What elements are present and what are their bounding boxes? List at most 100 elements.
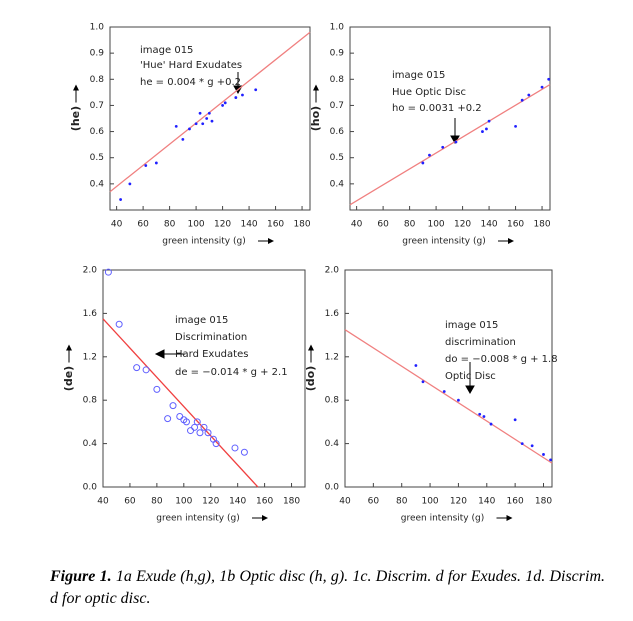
point bbox=[115, 320, 123, 328]
point bbox=[188, 127, 191, 131]
point bbox=[204, 429, 212, 437]
point bbox=[221, 104, 224, 107]
point bbox=[489, 422, 493, 426]
x-tick-label: 140 bbox=[480, 220, 497, 230]
x-tick-label: 100 bbox=[187, 220, 204, 230]
y-label-arrow-head bbox=[313, 84, 319, 91]
x-tick-label: 160 bbox=[507, 220, 524, 230]
point bbox=[210, 119, 214, 123]
x-tick-label: 160 bbox=[256, 497, 273, 507]
y-axis-label: (do) bbox=[304, 366, 317, 392]
y-tick-label: 0.8 bbox=[83, 396, 98, 406]
point bbox=[530, 444, 534, 448]
point bbox=[520, 98, 524, 102]
x-tick-label: 60 bbox=[368, 497, 380, 507]
x-tick-label: 140 bbox=[478, 497, 495, 507]
point bbox=[223, 101, 227, 105]
plot-frame bbox=[109, 26, 311, 211]
x-tick-label: 60 bbox=[137, 220, 149, 230]
point bbox=[542, 453, 545, 456]
y-tick-label: 0.0 bbox=[325, 483, 340, 493]
y-tick-label: 0.6 bbox=[330, 127, 345, 137]
y-tick-label: 1.0 bbox=[330, 23, 345, 33]
caption-text: 1a Exude (h,g), 1b Optic disc (h, g). 1c… bbox=[50, 568, 605, 607]
point bbox=[119, 198, 122, 201]
y-axis-label: (de) bbox=[62, 366, 75, 391]
y-label-arrow-head bbox=[73, 84, 79, 91]
point bbox=[414, 364, 418, 367]
annotation: Hue Optic Disc bbox=[392, 87, 466, 98]
plot-frame bbox=[102, 269, 306, 488]
x-label-arrow-head bbox=[508, 238, 514, 244]
point bbox=[482, 415, 486, 418]
y-tick-label: 1.0 bbox=[90, 23, 105, 33]
fit-line bbox=[349, 83, 551, 206]
y-tick-label: 0.7 bbox=[90, 101, 104, 111]
point bbox=[231, 444, 239, 452]
annotation: image 015 bbox=[140, 45, 193, 56]
point bbox=[133, 364, 141, 372]
x-tick-label: 120 bbox=[214, 220, 231, 230]
x-axis-label: green intensity (g) bbox=[401, 514, 484, 524]
y-tick-label: 0.5 bbox=[90, 153, 104, 163]
point bbox=[164, 415, 172, 423]
x-tick-label: 180 bbox=[283, 497, 300, 507]
x-axis-label: green intensity (g) bbox=[162, 237, 245, 247]
x-label-arrow-head bbox=[268, 238, 274, 244]
annotation: image 015 bbox=[392, 70, 445, 81]
x-tick-label: 60 bbox=[377, 220, 389, 230]
y-tick-label: 0.4 bbox=[83, 439, 98, 449]
point bbox=[154, 161, 158, 165]
x-tick-label: 180 bbox=[535, 497, 552, 507]
point bbox=[540, 85, 544, 89]
point bbox=[187, 427, 195, 435]
point bbox=[198, 111, 202, 115]
y-tick-label: 0.5 bbox=[330, 153, 344, 163]
y-tick-label: 0.9 bbox=[330, 49, 345, 59]
y-tick-label: 2.0 bbox=[83, 266, 98, 276]
point bbox=[205, 117, 209, 120]
x-tick-label: 40 bbox=[351, 220, 363, 230]
y-tick-label: 0.4 bbox=[90, 179, 105, 189]
x-tick-label: 60 bbox=[124, 497, 136, 507]
caption: Figure 1. 1a Exude (h,g), 1b Optic disc … bbox=[50, 566, 605, 610]
x-tick-label: 80 bbox=[404, 220, 416, 230]
y-tick-label: 0.6 bbox=[90, 127, 105, 137]
point bbox=[428, 153, 431, 157]
y-axis-label: (ho) bbox=[309, 106, 322, 131]
y-tick-label: 1.6 bbox=[325, 309, 340, 319]
point bbox=[200, 423, 208, 431]
point bbox=[513, 418, 517, 422]
point bbox=[128, 182, 132, 186]
y-tick-label: 1.2 bbox=[325, 352, 339, 362]
x-tick-label: 100 bbox=[427, 220, 444, 230]
fit-line bbox=[109, 31, 311, 193]
point bbox=[442, 390, 446, 393]
y-tick-label: 0.0 bbox=[83, 483, 98, 493]
point bbox=[176, 412, 184, 420]
point bbox=[241, 93, 244, 97]
y-label-arrow-head bbox=[308, 344, 314, 351]
point bbox=[527, 93, 531, 97]
point bbox=[153, 385, 161, 393]
point bbox=[421, 380, 425, 384]
x-tick-label: 40 bbox=[97, 497, 109, 507]
x-tick-label: 180 bbox=[293, 220, 310, 230]
point bbox=[457, 398, 460, 402]
point bbox=[182, 418, 190, 426]
y-tick-label: 0.4 bbox=[330, 179, 345, 189]
x-tick-label: 140 bbox=[240, 220, 257, 230]
point bbox=[181, 138, 185, 141]
y-tick-label: 0.9 bbox=[90, 49, 105, 59]
y-tick-label: 0.7 bbox=[330, 101, 344, 111]
point bbox=[485, 127, 488, 131]
point bbox=[549, 458, 552, 462]
x-tick-label: 100 bbox=[175, 497, 192, 507]
point bbox=[481, 130, 484, 133]
x-tick-label: 80 bbox=[151, 497, 163, 507]
point bbox=[478, 412, 482, 416]
annotation: he = 0.004 * g +0.2 bbox=[140, 77, 241, 88]
point bbox=[193, 418, 201, 426]
